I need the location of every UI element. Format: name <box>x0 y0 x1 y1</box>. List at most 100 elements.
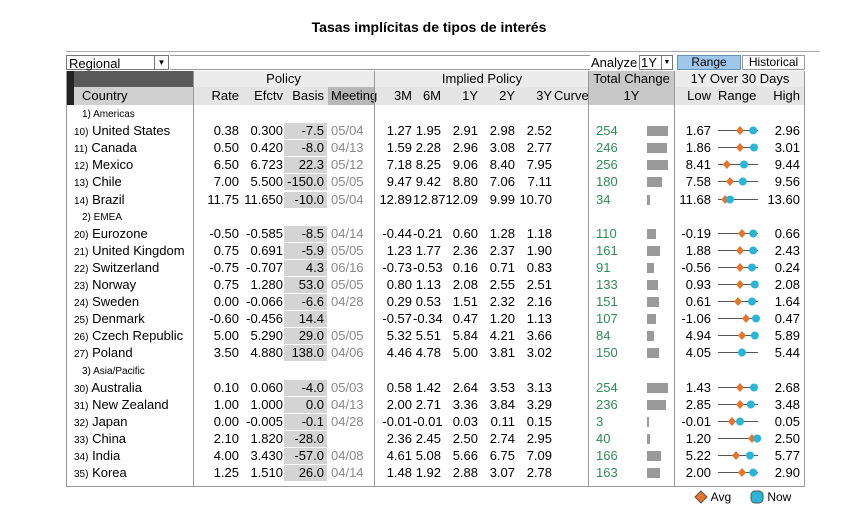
total-change-bar <box>647 331 654 342</box>
country-cell[interactable]: 22) Switzerland <box>74 259 159 278</box>
country-cell[interactable]: 33) China <box>74 430 126 449</box>
period-select[interactable]: 1Y ▼ <box>639 55 673 70</box>
basis-cell: 29.0 <box>298 328 324 344</box>
high-column-header[interactable]: High <box>773 88 800 103</box>
table-row[interactable]: 23) Norway 0.75 1.280 53.0 05/05 0.80 1.13 2.08… <box>66 276 805 293</box>
range-indicator <box>718 262 758 272</box>
rate-cell: 1.00 <box>213 396 239 412</box>
total-change-cell: 84 <box>596 328 611 344</box>
table-row[interactable]: 22) Switzerland -0.75 -0.707 4.3 06/16 -0.73-… <box>66 259 805 276</box>
row-number: 30) <box>74 383 89 395</box>
m6-cell: -0.34 <box>413 311 443 327</box>
range-indicator <box>718 314 760 324</box>
basis-cell: -28.0 <box>294 430 324 446</box>
table-row[interactable]: 31) New Zealand 1.00 1.000 0.0 04/13 2.00 2.71… <box>66 396 805 413</box>
country-cell[interactable]: 21) United Kingdom <box>74 242 185 261</box>
table-row[interactable]: 12) Mexico 6.50 6.723 22.3 05/12 7.18 8.25 9.06… <box>66 156 805 175</box>
table-row[interactable]: 14) Brazil 11.75 11.650 -10.0 05/04 12.89 12.8… <box>66 191 805 208</box>
country-cell[interactable]: 13) Chile <box>74 173 122 192</box>
basis-cell-bg <box>284 157 327 174</box>
table-row[interactable]: 21) United Kingdom 0.75 0.691 -5.9 05/05 1.23… <box>66 242 805 259</box>
country-cell[interactable]: 31) New Zealand <box>74 396 169 415</box>
low-cell: 2.00 <box>685 465 711 481</box>
rate-cell: 4.00 <box>213 448 239 463</box>
table-row[interactable]: 25) Denmark -0.60 -0.456 14.4 -0.57 -0.34 0.47… <box>66 310 805 329</box>
region-header[interactable]: 2) EMEA <box>82 208 122 226</box>
country-cell[interactable]: 20) Eurozone <box>74 225 148 244</box>
country-cell[interactable]: 11) Canada <box>74 139 137 158</box>
table-row[interactable]: 30) Australia 0.10 0.060 -4.0 05/03 0.58 1.42 2… <box>66 379 805 396</box>
row-number: 10) <box>74 127 89 139</box>
chevron-down-icon[interactable]: ▼ <box>154 56 168 69</box>
y3-cell: 3.13 <box>526 379 552 395</box>
meeting-column-header[interactable]: Meeting <box>331 88 378 103</box>
low-cell: -0.56 <box>681 259 711 275</box>
total-change-cell: 91 <box>596 259 611 275</box>
y3-cell: 1.13 <box>526 311 552 327</box>
country-cell[interactable]: 24) Sweden <box>74 293 139 312</box>
country-cell[interactable]: 10) United States <box>74 122 170 141</box>
y2-cell: 6.75 <box>489 448 515 463</box>
region-header[interactable]: 1) Americas <box>82 105 135 123</box>
basis-cell: -5.9 <box>301 242 324 258</box>
now-marker <box>748 263 756 272</box>
table-row[interactable]: 26) Czech Republic 5.00 5.290 29.0 05/05 5.32… <box>66 327 805 346</box>
region-header[interactable]: 3) Asia/Pacific <box>82 362 145 380</box>
table-row[interactable]: 27) Poland 3.50 4.880 138.0 04/06 4.46 4.78 5.0… <box>66 344 805 363</box>
y2-column-header[interactable]: 2Y <box>499 88 515 103</box>
y3-column-header[interactable]: 3Y <box>536 88 552 103</box>
efctv-column-header[interactable]: Efctv <box>254 88 283 103</box>
meeting-cell: 06/16 <box>331 259 364 275</box>
meeting-cell: 04/13 <box>331 396 364 412</box>
country-name: Switzerland <box>88 259 160 275</box>
country-cell[interactable]: 27) Poland <box>74 344 133 363</box>
country-cell[interactable]: 25) Denmark <box>74 310 145 329</box>
m6-cell: 0.53 <box>415 294 441 310</box>
range-column-header[interactable]: Range <box>718 88 757 103</box>
rate-cell: 0.38 <box>213 123 239 139</box>
now-marker <box>746 451 754 460</box>
table-row[interactable]: 32) Japan 0.00 -0.005 -0.1 04/28 -0.01 -0.01 0.… <box>66 413 805 430</box>
country-column-header[interactable]: Country <box>82 88 128 103</box>
over-30-days-header: 1Y Over 30 Days <box>690 71 790 86</box>
m3-column-header[interactable]: 3M <box>393 88 412 103</box>
country-cell[interactable]: 12) Mexico <box>74 156 133 175</box>
table-row[interactable]: 11) Canada 0.50 0.420 -8.0 04/13 1.59 2.28 2.96… <box>66 139 805 158</box>
table-row[interactable]: 10) United States 0.38 0.300 -7.5 05/04 1.27 1… <box>66 122 805 141</box>
curve-column-header[interactable]: Curve <box>554 88 589 103</box>
low-cell: 1.67 <box>685 123 711 139</box>
m6-column-header[interactable]: 6M <box>422 88 441 103</box>
y2-cell: 2.98 <box>489 123 515 139</box>
meeting-cell: 05/05 <box>331 277 364 292</box>
low-cell: 4.05 <box>685 345 711 361</box>
basis-column-header[interactable]: Basis <box>292 88 324 103</box>
y1-column-header[interactable]: 1Y <box>462 88 478 103</box>
basis-cell-bg <box>284 277 327 293</box>
table-row[interactable]: 20) Eurozone -0.50 -0.585 -8.5 04/14 -0.44 -0.… <box>66 225 805 242</box>
table-row[interactable]: 33) China 2.10 1.820 -28.0 2.36 2.45 2.50 2.74 2… <box>66 430 805 447</box>
table-row[interactable]: 24) Sweden 0.00 -0.066 -6.6 04/28 0.29 0.53 1.5… <box>66 293 805 312</box>
country-cell[interactable]: 23) Norway <box>74 276 136 295</box>
table-row[interactable]: 13) Chile 7.00 5.500 -150.0 05/05 9.47 9.42 8.8… <box>66 173 805 192</box>
country-cell[interactable]: 26) Czech Republic <box>74 327 183 346</box>
country-cell[interactable]: 35) Korea <box>74 464 127 483</box>
m3-cell: 12.89 <box>379 191 412 207</box>
region-select[interactable]: Regional ▼ <box>66 55 169 71</box>
rate-column-header[interactable]: Rate <box>211 88 239 103</box>
row-number: 22) <box>74 263 89 275</box>
y1-cell: 3.36 <box>452 396 478 412</box>
tab-historical[interactable]: Historical <box>742 55 805 70</box>
avg-marker <box>738 331 746 341</box>
country-header-bg <box>74 87 193 105</box>
country-cell[interactable]: 30) Australia <box>74 379 142 398</box>
tc-1y-column-header[interactable]: 1Y <box>623 88 640 103</box>
country-name: United States <box>88 123 171 139</box>
tab-range[interactable]: Range <box>677 55 741 70</box>
low-column-header[interactable]: Low <box>687 88 711 103</box>
table-row[interactable]: 34) India 4.00 3.430 -57.0 04/08 4.61 5.08 5.66… <box>66 447 805 464</box>
table-row[interactable]: 35) Korea 1.25 1.510 26.0 04/14 1.48 1.92 2.88 3… <box>66 464 805 483</box>
country-cell[interactable]: 32) Japan <box>74 413 128 432</box>
country-cell[interactable]: 34) India <box>74 447 120 466</box>
chevron-down-icon[interactable]: ▼ <box>661 56 672 69</box>
country-cell[interactable]: 14) Brazil <box>74 191 125 210</box>
